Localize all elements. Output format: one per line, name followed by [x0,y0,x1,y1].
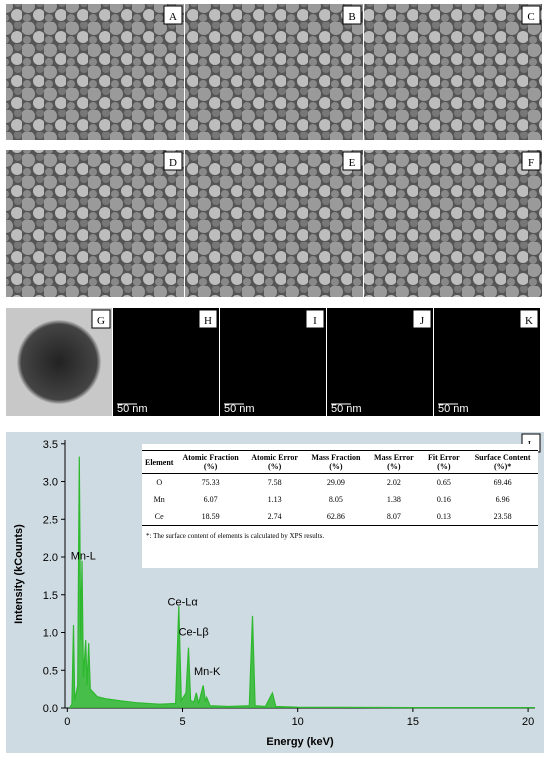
table-cell: 18.59 [176,508,245,526]
table-header: Surface Content (%)* [467,450,538,474]
panel-label: A [169,11,177,23]
map-particle [338,320,422,404]
table-cell: 1.38 [386,495,401,504]
panel-label-box [163,151,183,171]
table-row: Mn 6.07 1.13 8.05 1.38 0.16 6.96 [142,491,538,508]
y-tick-label: 2.0 [43,552,58,564]
panel-label: J [420,315,425,327]
panel-label-box [521,5,541,25]
table-header: Element [142,450,177,474]
y-tick-label: 1.0 [43,628,58,640]
scale-label: 50 nm [438,403,469,415]
table-cell: 6.96 [495,495,510,504]
table-cell: 75.33 [201,478,220,487]
x-tick-label: 0 [64,716,70,728]
sem-image [6,4,184,140]
table-header: Atomic Fraction (%) [176,450,245,474]
panel-label: I [313,315,317,327]
x-tick-label: 5 [179,716,185,728]
panel-label-box [91,309,111,329]
table-cell: 0.13 [420,508,468,526]
panel-label: F [528,157,534,169]
panel-label: B [348,11,355,23]
scale-label: 50 nm [117,403,148,415]
panel-label: E [349,157,356,169]
x-tick-label: 15 [407,716,419,728]
panel-label-box [519,309,539,329]
table-header: Fit Error (%) [420,450,468,474]
peak-annotation: Mn-L [71,550,96,562]
sem-image [185,150,363,297]
table-cell: O [156,478,163,487]
table-cell: 2.02 [386,478,401,487]
data-table: Element Atomic Fraction (%) Atomic Error (… [142,444,538,568]
table-cell: 62.86 [304,508,368,526]
table-row: O 75.33 7.58 29.09 2.02 0.65 69.46 [142,474,538,492]
table-header: Atomic Error (%) [244,450,305,474]
panel-label-box [412,309,432,329]
x-axis-label: Energy (keV) [266,736,334,748]
sem-image [364,4,542,140]
y-tick-label: 0.5 [43,665,58,677]
y-tick-label: 1.5 [43,590,58,602]
map-particle [445,320,529,404]
table-cell: 0.16 [436,495,451,504]
y-tick-label: 0.0 [43,703,58,715]
panel-label: C [527,11,534,23]
panel-label: D [169,157,177,169]
spectrum-line [69,456,535,709]
x-tick-label: 20 [522,716,534,728]
panel-label-box [163,5,183,25]
panel-label: H [204,315,212,327]
scale-label: 50 nm [331,403,362,415]
panel-label-box [342,151,362,171]
peak-annotation: Ce-Lα [168,596,199,608]
panel-label: K [525,315,533,327]
table-cell: 8.07 [367,508,421,526]
table-note: *: The surface content of elements is ca… [146,532,325,540]
table-header: Mass Error (%) [367,450,421,474]
panel-label-box [305,309,325,329]
table-cell: 8.05 [328,495,343,504]
panel-label: G [97,315,105,327]
y-tick-label: 2.5 [43,514,58,526]
table-cell: 69.46 [493,478,512,487]
table-cell: 23.58 [467,508,538,526]
sem-image [185,4,363,140]
scale-label: 50 nm [224,403,255,415]
table-cell: 1.13 [267,495,282,504]
table-cell: Ce [142,508,177,526]
sem-image [6,150,184,297]
table-cell: 2.74 [244,508,305,526]
y-axis-label: Intensity (kCounts) [13,524,25,624]
table-cell: 6.07 [203,495,218,504]
y-tick-label: 3.5 [43,439,58,451]
table-cell: Mn [153,495,165,504]
y-tick-label: 3.0 [43,477,58,489]
table-cell: 7.58 [267,478,282,487]
panel-label-box [198,309,218,329]
map-particle [231,320,315,404]
x-tick-label: 10 [292,716,304,728]
map-particle [124,320,208,404]
sem-image [364,150,542,297]
peak-annotation: Ce-Lβ [179,627,209,639]
table-row: Ce 18.59 2.74 62.86 8.07 0.13 23.58 [142,508,538,526]
particle [17,320,101,404]
panel-label-box [521,151,541,171]
panel-label-box [342,5,362,25]
table-cell: 0.65 [436,478,451,487]
table-header: Mass Fraction (%) [304,450,368,474]
peak-annotation: Mn-K [194,666,221,678]
table-cell: 29.09 [326,478,345,487]
